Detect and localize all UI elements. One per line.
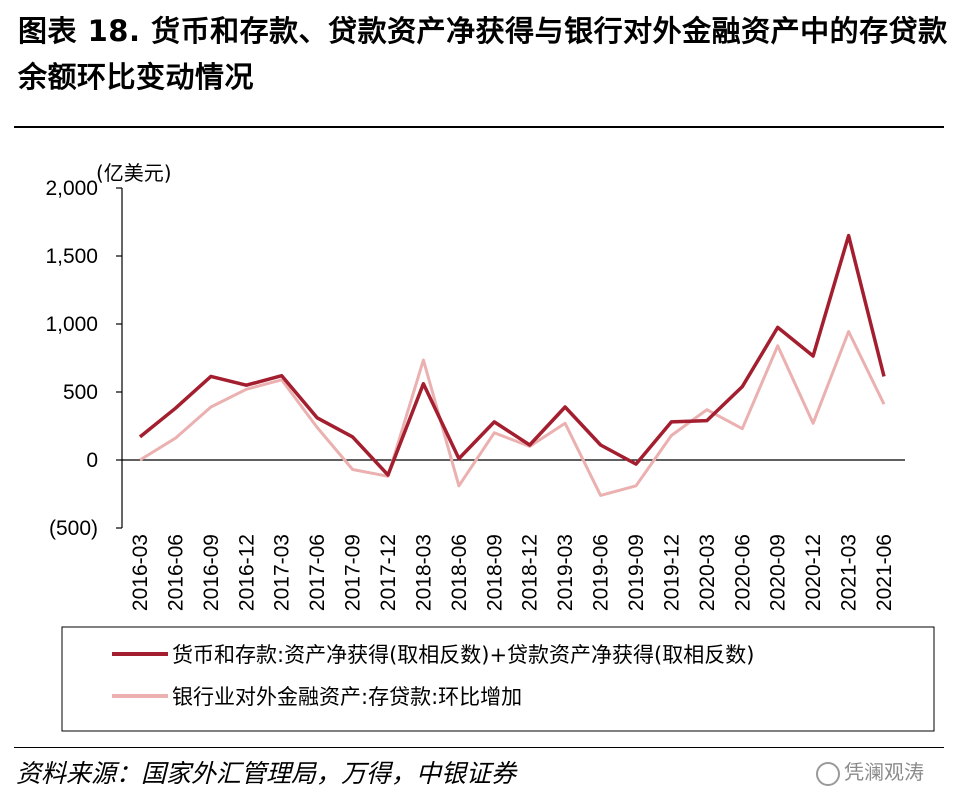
x-tick-label: 2017-09 [342, 534, 365, 611]
unit-label: (亿美元) [96, 161, 172, 185]
x-tick-label: 2020-12 [802, 534, 825, 611]
y-tick-label: 500 [63, 381, 98, 404]
legend-label-series-2: 银行业对外金融资产:存贷款:环比增加 [172, 685, 522, 709]
watermark-text: 凭澜观涛 [844, 760, 924, 784]
x-tick-label: 2019-03 [554, 534, 577, 611]
y-tick-label: 1,000 [45, 313, 98, 336]
x-tick-label: 2020-06 [731, 534, 754, 611]
x-tick-label: 2016-03 [129, 534, 152, 611]
x-tick-label: 2021-03 [838, 534, 861, 611]
x-tick-label: 2019-06 [590, 534, 613, 611]
x-tick-label: 2018-09 [483, 534, 506, 611]
x-tick-label: 2016-12 [235, 534, 258, 611]
series-lines [138, 233, 886, 497]
x-tick-label: 2016-09 [200, 534, 223, 611]
x-tick-label: 2017-03 [271, 534, 294, 611]
x-tick-label: 2018-06 [448, 534, 471, 611]
y-tick-label: 1,500 [45, 245, 98, 268]
y-tick-labels: (500) 0 500 1,000 1,500 2,000 [45, 177, 98, 540]
x-tick-label: 2017-06 [306, 534, 329, 611]
x-tick-label: 2018-03 [412, 534, 435, 611]
x-tick-label: 2018-12 [519, 534, 542, 611]
x-tick-label: 2016-06 [164, 534, 187, 611]
y-tick-label: (500) [49, 517, 98, 540]
series-line-2 [139, 330, 886, 497]
legend-label-series-1: 货币和存款:资产净获得(取相反数)+贷款资产净获得(取相反数) [172, 643, 754, 667]
title-divider [14, 126, 944, 128]
source-note: 资料来源：国家外汇管理局，万得，中银证券 [16, 759, 517, 788]
x-tick-labels: 2016-03 2016-06 2016-09 2016-12 2017-03 2017-… [129, 534, 896, 611]
source-divider [14, 747, 944, 748]
y-tick-label: 2,000 [45, 177, 98, 200]
x-tick-label: 2017-12 [377, 534, 400, 611]
x-tick-label: 2019-12 [660, 534, 683, 611]
wechat-icon [816, 761, 840, 786]
legend: 货币和存款:资产净获得(取相反数)+贷款资产净获得(取相反数) 银行业对外金融资… [61, 626, 935, 732]
x-tick-label: 2020-09 [767, 534, 790, 611]
x-tick-label: 2021-06 [873, 534, 896, 611]
y-tick-label: 0 [86, 449, 98, 472]
axes [116, 187, 905, 529]
legend-box [61, 626, 935, 732]
watermark: 凭澜观涛 [816, 758, 924, 786]
x-tick-label: 2020-03 [696, 534, 719, 611]
x-tick-label: 2019-09 [625, 534, 648, 611]
figure-title: 图表 18. 货币和存款、贷款资产净获得与银行对外金融资产中的存贷款余额环比变动… [18, 14, 948, 94]
series-line-1 [138, 233, 886, 477]
